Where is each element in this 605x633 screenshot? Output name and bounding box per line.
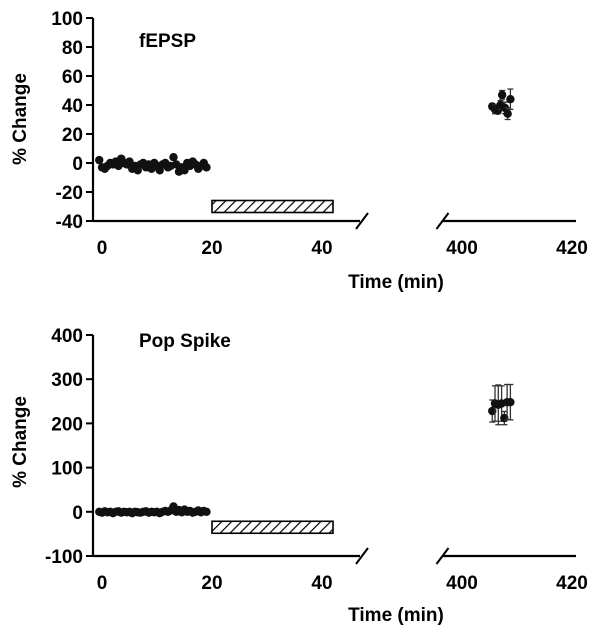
fepsp-y-tick-label: -20 [56,183,83,204]
fepsp-axis-break-mark [355,212,369,230]
fepsp-hatched-bar [211,199,334,214]
pop-spike-y-tick-label: 400 [51,326,83,347]
pop-spike-y-tick-label: 0 [72,503,83,524]
fepsp-axis-break-mark [435,212,450,230]
fepsp-x-tick-label: 420 [556,238,588,259]
fepsp-y-tick-label: 40 [62,96,83,117]
fepsp-late-data-point [497,90,507,100]
fepsp-late-data-point [503,109,512,118]
pop-spike-x-tick-label: 420 [556,573,588,594]
fepsp-y-tick-label: -40 [56,212,83,233]
pop-spike-y-tick-label: -100 [45,547,83,568]
fepsp-xlabel: Time (min) [348,272,444,293]
pop-spike-hatched-bar [211,520,334,535]
fepsp-x-tick-label: 40 [311,238,332,259]
fepsp-x-tick-label: 400 [446,238,478,259]
pop-spike-y-tick-label: 300 [51,370,83,391]
pop-spike-ylabel: % Change [10,396,31,488]
pop-spike-x-tick-label: 0 [97,573,108,594]
pop-spike-late-data-point [506,397,515,407]
fepsp-y-tick-label: 20 [62,125,83,146]
fepsp-ylabel: % Change [10,73,31,165]
pop-spike-y-tick-label: 100 [51,459,83,480]
pop-spike-y-tick-label: 200 [51,414,83,435]
fepsp-x-tick-label: 20 [201,238,222,259]
fepsp-x-tick-label: 0 [97,238,108,259]
pop-spike-data-point [202,507,211,516]
fepsp-y-tick-label: 0 [72,154,83,175]
fepsp-data-point [169,153,178,162]
pop-spike-axis-break-mark [355,547,369,565]
fepsp-y-tick-label: 60 [62,67,83,88]
fepsp-data-point [202,163,211,172]
pop-spike-xlabel: Time (min) [348,605,444,626]
fepsp-title: fEPSP [139,31,196,52]
pop-spike-x-tick-label: 400 [446,573,478,594]
fepsp-data-point [95,155,104,165]
fepsp-panel: fEPSP % Change Time (min) 100 80 60 40 20 0 -2… [10,9,588,293]
fepsp-late-data-point [506,95,515,104]
pop-spike-x-tick-label: 20 [201,573,222,594]
pop-spike-late-data-point [488,406,497,416]
fepsp-y-tick-label: 80 [62,38,83,59]
pop-spike-panel: Pop Spike % Change Time (min) 4003002001… [10,326,588,626]
fepsp-y-tick-label: 100 [51,9,83,30]
pop-spike-title: Pop Spike [139,331,231,352]
pop-spike-x-tick-label: 40 [311,573,332,594]
pop-spike-axis-break-mark [435,547,450,565]
